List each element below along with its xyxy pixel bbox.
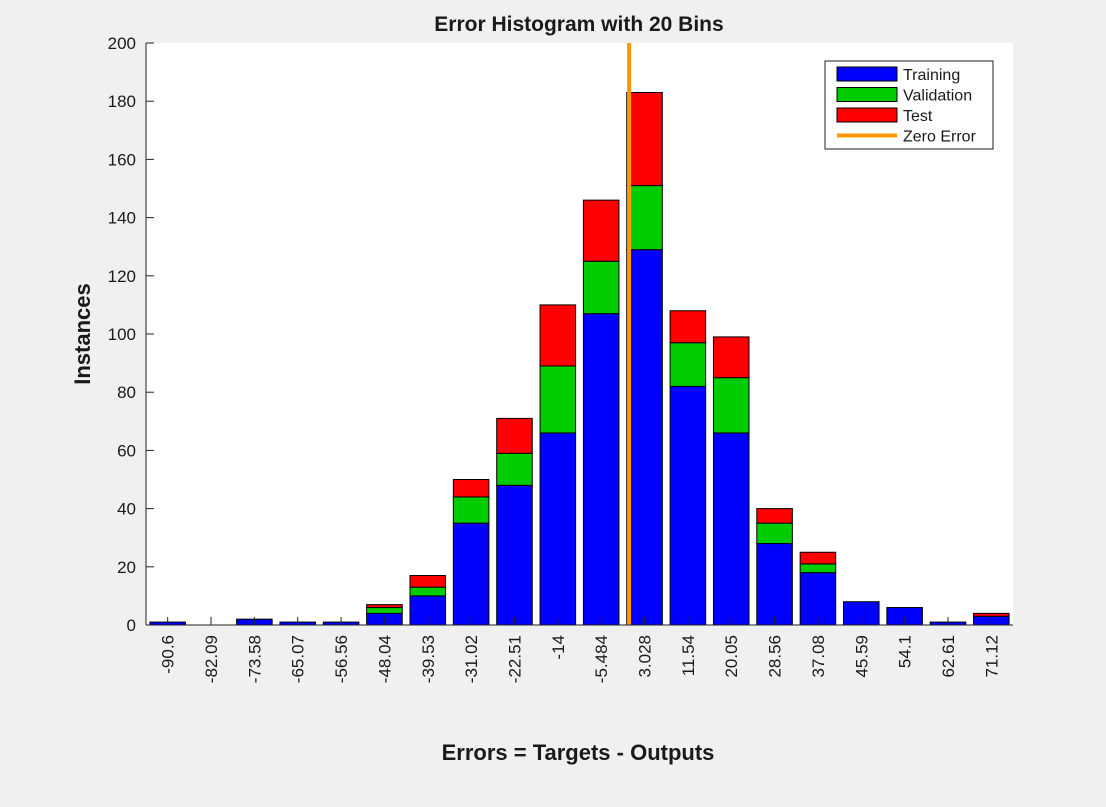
y-tick-label-3: 60	[117, 441, 136, 460]
x-tick-label-7: -31.02	[462, 635, 481, 683]
x-tick-label-1: -82.09	[202, 635, 221, 683]
bar-validation-14	[756, 522, 793, 545]
x-tick-label-4: -56.56	[332, 635, 351, 683]
bar-validation-8	[496, 452, 533, 486]
y-tick-label-7: 140	[108, 209, 136, 228]
y-axis-label: Instances	[70, 283, 95, 385]
x-tick-label-11: 3.028	[636, 635, 655, 678]
legend-label-zero-error: Zero Error	[903, 129, 977, 146]
legend-swatch-training	[836, 66, 898, 82]
x-tick-label-6: -39.53	[419, 635, 438, 683]
bar-validation-6	[409, 586, 447, 597]
bar-test-19	[973, 612, 1010, 617]
x-tick-label-13: 20.05	[722, 635, 741, 678]
y-tick-label-9: 180	[108, 92, 136, 111]
y-tick-label-6: 120	[108, 267, 136, 286]
bar-test-11	[626, 91, 663, 187]
x-tick-label-0: -90.6	[159, 635, 178, 674]
x-tick-label-14: 28.56	[766, 635, 785, 678]
bar-training-8	[496, 484, 533, 626]
bar-test-9	[539, 304, 577, 367]
chart-title: Error Histogram with 20 Bins	[434, 13, 723, 36]
x-tick-label-19: 71.12	[982, 635, 1001, 678]
x-tick-label-8: -22.51	[505, 635, 524, 683]
legend-label-validation: Validation	[903, 88, 972, 105]
bar-test-10	[582, 199, 620, 262]
x-tick-label-2: -73.58	[245, 635, 264, 683]
x-tick-label-16: 45.59	[852, 635, 871, 678]
legend-label-test: Test	[903, 108, 933, 125]
x-tick-label-17: 54.1	[896, 635, 915, 668]
x-tick-label-18: 62.61	[939, 635, 958, 678]
y-tick-label-10: 200	[108, 34, 136, 53]
x-tick-label-12: 11.54	[679, 635, 698, 676]
legend-swatch-validation	[836, 87, 898, 102]
axes: 0 20 40 60 80 100 120 140 160 180 200 -90.6 -82.09 -7…	[108, 34, 1013, 683]
x-axis-label: Errors = Targets - Outputs	[442, 740, 715, 765]
y-tick-label-5: 100	[108, 325, 136, 344]
bar-training-15	[799, 572, 837, 626]
bar-validation-11	[626, 185, 663, 251]
legend-swatch-test	[836, 107, 898, 123]
x-tick-label-5: -48.04	[375, 635, 394, 683]
bar-validation-10	[582, 260, 620, 315]
bar-test-13	[712, 336, 750, 379]
bar-training-7	[452, 522, 490, 626]
bar-test-8	[496, 417, 533, 454]
legend: Training Validation Test Zero Error	[824, 60, 994, 150]
bar-training-9	[539, 432, 577, 626]
y-tick-label-1: 20	[117, 558, 136, 577]
bar-test-6	[409, 575, 447, 588]
y-tick-label-8: 160	[108, 150, 136, 169]
x-tick-label-15: 37.08	[809, 635, 828, 678]
bar-validation-12	[669, 342, 707, 387]
x-tick-label-9: -14	[549, 635, 568, 660]
bar-training-14	[756, 543, 793, 626]
bar-test-12	[669, 310, 707, 344]
x-tick-label-10: -5.484	[592, 635, 611, 683]
bar-validation-7	[452, 496, 490, 524]
bar-test-14	[756, 508, 793, 524]
bar-test-7	[452, 479, 490, 498]
y-tick-label-4: 80	[117, 383, 136, 402]
bar-test-5	[366, 604, 403, 609]
y-tick-label-0: 0	[127, 616, 136, 635]
bar-test-15	[799, 551, 837, 565]
bar-training-11	[626, 249, 663, 626]
y-tick-label-2: 40	[117, 500, 136, 519]
bar-validation-9	[539, 365, 577, 434]
legend-label-training: Training	[903, 67, 960, 84]
bar-validation-15	[799, 563, 837, 574]
bar-training-13	[712, 432, 750, 626]
bar-training-10	[582, 313, 620, 626]
x-tick-label-3: -65.07	[289, 635, 308, 683]
bar-validation-5	[366, 607, 403, 614]
bar-training-12	[669, 385, 707, 626]
bar-validation-13	[712, 377, 750, 434]
